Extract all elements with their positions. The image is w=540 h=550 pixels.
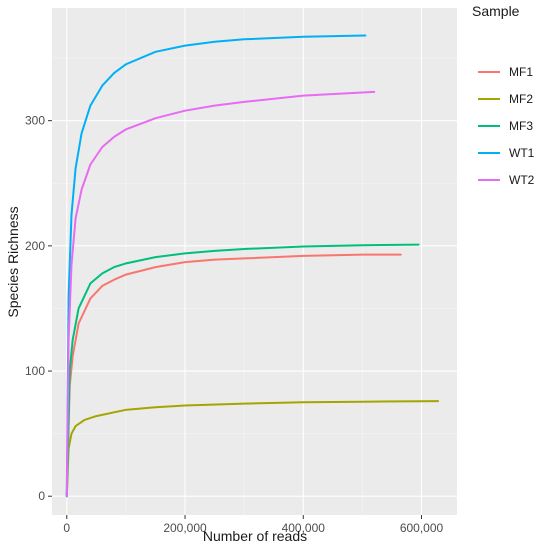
legend: Sample MF1 MF2 MF3 WT1 WT2	[472, 3, 535, 187]
y-axis-ticks: 0 100 200 300	[25, 114, 52, 503]
legend-label: WT1	[509, 146, 535, 160]
legend-item-mf1: MF1	[478, 65, 533, 79]
x-tick-label: 200,000	[163, 521, 207, 535]
legend-label: MF1	[509, 65, 533, 79]
x-tick-label: 600,000	[400, 521, 444, 535]
series-layer	[65, 34, 440, 498]
x-tick-label: 0	[63, 521, 70, 535]
legend-item-wt1: WT1	[478, 146, 535, 160]
series-line-mf2	[65, 400, 440, 498]
x-axis-title: Number of reads	[203, 528, 307, 544]
series-line-mf3	[65, 243, 420, 498]
y-tick-label: 300	[25, 114, 45, 128]
legend-label: WT2	[509, 173, 535, 187]
legend-item-mf2: MF2	[478, 92, 533, 106]
legend-label: MF3	[509, 119, 533, 133]
legend-item-mf3: MF3	[478, 119, 533, 133]
series-line-mf1	[65, 253, 402, 498]
plot-panel	[52, 8, 457, 515]
legend-item-wt2: WT2	[478, 173, 535, 187]
x-tick-label: 400,000	[282, 521, 326, 535]
legend-title: Sample	[472, 3, 520, 19]
legend-label: MF2	[509, 92, 533, 106]
y-tick-label: 100	[25, 364, 45, 378]
series-line-wt2	[65, 90, 376, 498]
x-axis-ticks: 0 200,000 400,000 600,000	[63, 515, 444, 535]
y-axis-title: Species Richness	[5, 206, 21, 317]
y-tick-label: 0	[38, 489, 45, 503]
series-line-wt1	[65, 34, 367, 498]
y-tick-label: 200	[25, 239, 45, 253]
